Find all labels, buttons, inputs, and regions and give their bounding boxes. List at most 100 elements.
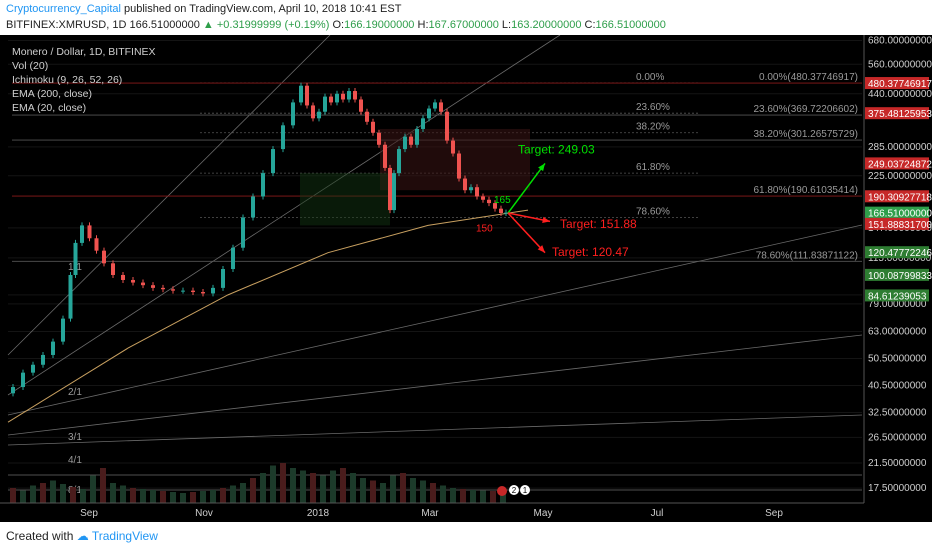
candle-26 [241, 217, 245, 248]
last-price: 166.51000000 [129, 19, 200, 31]
fib2-label-2: 38.20%(301.26575729) [753, 129, 858, 140]
price-badge-bg-0 [865, 77, 929, 90]
candle-56 [439, 102, 443, 112]
candle-60 [463, 178, 467, 191]
author-link[interactable]: Cryptocurrency_Capital [6, 3, 121, 15]
close-value: 166.51000000 [595, 19, 666, 31]
candle-52 [415, 128, 419, 145]
x-tick-label-1: Nov [195, 508, 213, 519]
candle-47 [388, 167, 392, 211]
indicator-title: Monero / Dollar, 1D, BITFINEX [12, 46, 156, 58]
candle-1 [11, 387, 15, 394]
candle-20 [181, 290, 185, 292]
indicator-ema200: EMA (200, close) [12, 88, 92, 100]
candle-36 [323, 96, 327, 112]
candle-62 [475, 187, 479, 197]
x-tick-label-4: May [534, 508, 553, 519]
candle-63 [481, 196, 485, 200]
y-tick-label-13: 26.50000000 [868, 432, 927, 443]
open-label: O: [332, 19, 345, 31]
volume-bar-43 [440, 485, 446, 503]
volume-bar-49 [500, 492, 506, 503]
volume-bar-7 [80, 489, 86, 503]
y-tick-label-10: 50.50000000 [868, 354, 927, 365]
volume-bar-10 [110, 483, 116, 503]
candle-65 [493, 203, 497, 209]
annotation-1: Target: 151.88 [560, 217, 637, 231]
indicator-ema20: EMA (20, close) [12, 102, 87, 114]
volume-bar-18 [190, 492, 196, 503]
price-badge-1: 375.48125953 [868, 109, 932, 120]
arrow-down-target-1-head [542, 216, 550, 224]
volume-bar-27 [280, 463, 286, 503]
y-tick-label-15: 17.50000000 [868, 483, 927, 494]
tradingview-logo-icon: ☁ [76, 529, 89, 543]
candle-38 [335, 93, 339, 103]
volume-bar-11 [120, 485, 126, 503]
open-value: 166.19000000 [344, 19, 415, 31]
price-badge-7: 100.08799833 [868, 271, 932, 282]
indicator-legend: Monero / Dollar, 1D, BITFINEX Vol (20) I… [12, 45, 156, 115]
candle-64 [487, 199, 491, 204]
candle-66 [499, 208, 503, 214]
ichimoku-cloud-red [380, 128, 530, 191]
tradingview-link[interactable]: TradingView [91, 529, 158, 543]
footer: Created with ☁ TradingView [0, 522, 932, 550]
low-value: 163.20000000 [511, 19, 582, 31]
volume-bar-20 [210, 490, 216, 503]
chart-header: Cryptocurrency_Capital published on Trad… [0, 0, 932, 35]
candle-4 [41, 354, 45, 365]
x-tick-label-0: Sep [80, 508, 98, 519]
indicator-ichimoku: Ichimoku (9, 26, 52, 26) [12, 74, 123, 86]
candle-58 [451, 140, 455, 154]
annotation-2: Target: 120.47 [552, 245, 629, 259]
candle-48 [392, 173, 396, 211]
price-badge-6: 120.47772246 [868, 248, 932, 259]
gann-fan-line-4 [7, 414, 863, 446]
fib2-label-1: 23.60%(369.72206602) [753, 104, 858, 115]
event-badge-bg-0 [509, 485, 519, 495]
price-badge-0: 480.37746917 [868, 79, 932, 90]
volume-bar-2 [30, 485, 36, 503]
candle-19 [171, 289, 175, 291]
fib2-label-3: 61.80%(190.61035414) [753, 185, 858, 196]
high-label: H: [417, 19, 429, 31]
price-badge-8: 84.61239053 [868, 291, 927, 302]
volume-bar-26 [270, 465, 276, 503]
event-badge-bg-1 [520, 485, 530, 495]
candle-24 [221, 269, 225, 288]
volume-bar-44 [450, 488, 456, 503]
candle-13 [111, 263, 115, 275]
y-tick-label-9: 63.00000000 [868, 326, 927, 337]
arrow-down-target-2-head [537, 245, 545, 253]
price-badge-5: 151.88831700 [868, 220, 932, 231]
volume-bar-30 [310, 473, 316, 503]
y-tick-label-6: 115.00000000 [868, 253, 932, 264]
candle-7 [68, 274, 73, 319]
volume-bar-1 [20, 490, 26, 503]
price-chart[interactable]: 1/12/13/14/18/10.00%23.60%38.20%61.80%78… [0, 35, 932, 522]
gann-fan-line-2 [7, 224, 863, 416]
candle-5 [51, 341, 55, 355]
candle-3 [31, 364, 35, 373]
candle-30 [281, 125, 285, 150]
chart-area[interactable]: 1/12/13/14/18/10.00%23.60%38.20%61.80%78… [0, 35, 932, 522]
candle-35 [317, 111, 321, 119]
ema200-line [7, 209, 529, 423]
price-badge-bg-3 [865, 190, 929, 203]
publish-line: Cryptocurrency_Capital published on Trad… [6, 3, 401, 15]
indicator-volume: Vol (20) [12, 60, 49, 72]
volume-bar-45 [460, 489, 466, 503]
volume-bar-3 [40, 483, 46, 503]
gann-fan-line-1 [7, 35, 561, 396]
candle-39 [341, 93, 345, 100]
candle-11 [94, 238, 99, 251]
volume-bar-47 [480, 490, 486, 503]
candle-23 [211, 287, 215, 294]
fib-label-4: 78.60% [636, 207, 670, 218]
candle-46 [383, 144, 387, 168]
volume-bar-12 [130, 488, 136, 503]
volume-bar-48 [490, 491, 496, 503]
candle-2 [21, 372, 25, 388]
candle-61 [469, 187, 473, 191]
